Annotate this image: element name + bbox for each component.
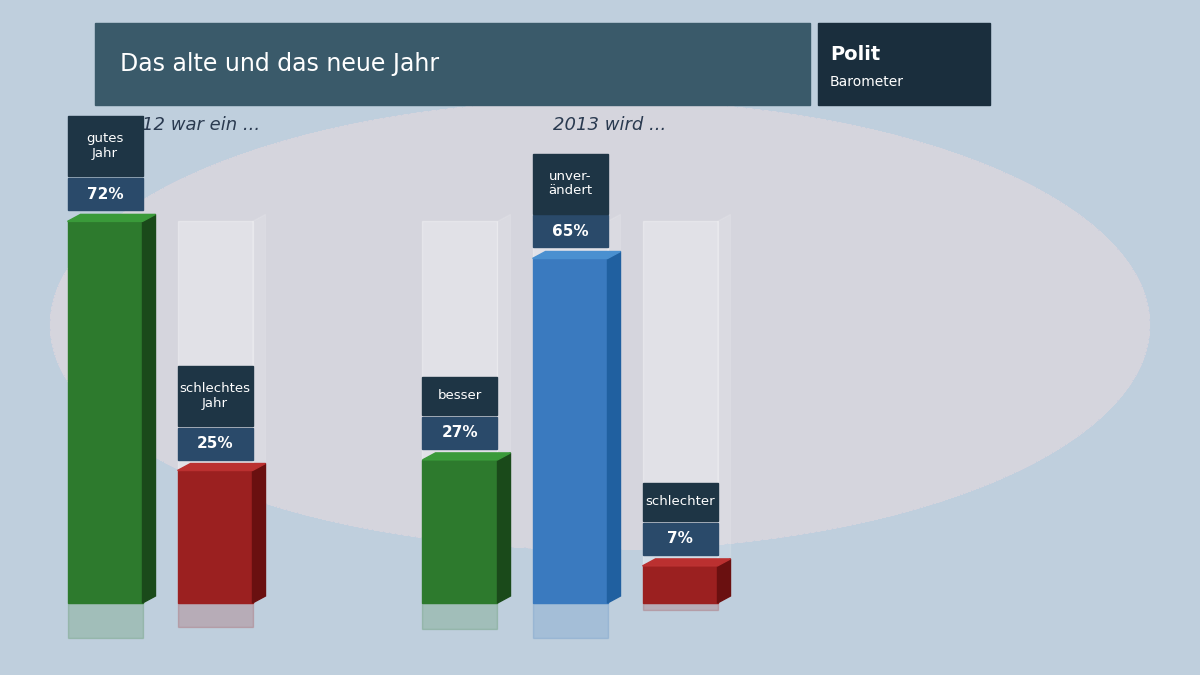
Bar [67, 221, 143, 603]
Bar [422, 417, 498, 449]
Bar [67, 603, 143, 638]
Bar [533, 259, 607, 603]
Text: schlechter: schlechter [646, 495, 715, 508]
Bar [95, 23, 810, 105]
Text: 2013 wird ...: 2013 wird ... [553, 116, 667, 134]
Bar [533, 221, 607, 603]
Bar [642, 221, 718, 603]
Bar [642, 523, 718, 555]
Bar [67, 178, 143, 211]
Polygon shape [252, 215, 265, 603]
Polygon shape [178, 464, 265, 470]
Polygon shape [422, 453, 510, 460]
Bar [178, 221, 252, 603]
Polygon shape [533, 252, 620, 259]
Text: Barometer: Barometer [830, 75, 904, 89]
Polygon shape [607, 252, 620, 603]
Polygon shape [718, 559, 731, 603]
Text: Das alte und das neue Jahr: Das alte und das neue Jahr [120, 52, 439, 76]
Polygon shape [143, 215, 156, 603]
Bar [422, 377, 498, 415]
Text: gutes
Jahr: gutes Jahr [86, 132, 124, 161]
Text: 25%: 25% [197, 436, 233, 451]
Text: 65%: 65% [552, 224, 588, 239]
Polygon shape [718, 215, 731, 603]
Text: 7%: 7% [667, 531, 692, 546]
Bar [642, 603, 718, 610]
Bar [178, 470, 252, 603]
Bar [533, 215, 607, 248]
Bar [178, 603, 252, 627]
Bar [178, 427, 252, 460]
Text: unver-
ändert: unver- ändert [548, 169, 592, 198]
Bar [67, 116, 143, 176]
Polygon shape [498, 453, 510, 603]
Text: Polit: Polit [830, 45, 881, 63]
Bar [67, 221, 143, 603]
Text: besser: besser [438, 389, 482, 402]
Text: schlechtes
Jahr: schlechtes Jahr [180, 381, 251, 410]
Bar [422, 460, 498, 603]
Text: 72%: 72% [86, 187, 124, 202]
Bar [818, 23, 990, 105]
Bar [642, 566, 718, 603]
Polygon shape [498, 215, 510, 603]
Polygon shape [642, 559, 731, 566]
Bar [642, 483, 718, 521]
Polygon shape [252, 464, 265, 603]
Bar [422, 603, 498, 628]
Bar [533, 153, 607, 213]
Bar [178, 365, 252, 425]
Polygon shape [607, 215, 620, 603]
Bar [533, 603, 607, 638]
Text: 2012 war ein ...: 2012 war ein ... [120, 116, 260, 134]
Polygon shape [143, 215, 156, 603]
Text: 27%: 27% [442, 425, 479, 440]
Bar [422, 221, 498, 603]
Polygon shape [67, 215, 156, 221]
